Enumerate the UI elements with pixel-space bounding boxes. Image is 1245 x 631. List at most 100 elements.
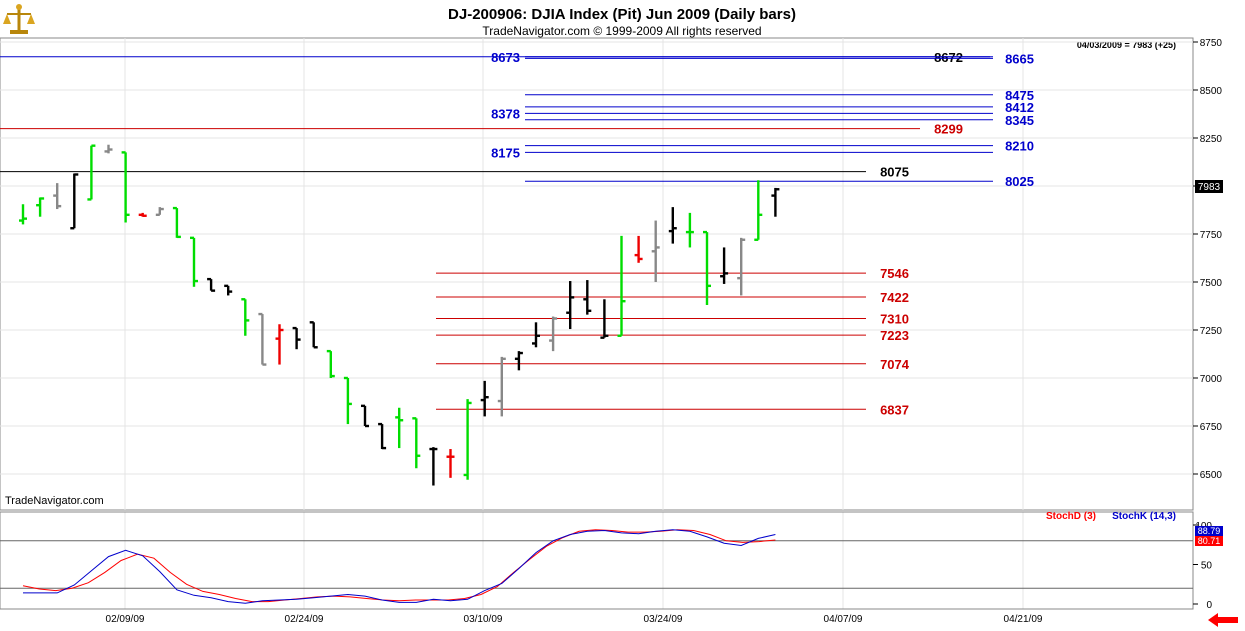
price-tick-label: 8250 bbox=[1200, 134, 1223, 145]
level-label: 7422 bbox=[880, 290, 909, 305]
ohlc-bar bbox=[138, 212, 147, 217]
level-label: 8412 bbox=[1005, 100, 1034, 115]
stochastic-panel bbox=[0, 511, 1194, 610]
level-label: 7546 bbox=[880, 266, 909, 281]
price-panel bbox=[0, 37, 1194, 511]
ohlc-bar bbox=[395, 407, 404, 449]
ohlc-bar bbox=[36, 197, 45, 217]
stoch-tick-label: 50 bbox=[1201, 561, 1213, 572]
level-label: 8025 bbox=[1005, 174, 1034, 189]
ohlc-bar bbox=[412, 417, 421, 469]
time-axis: 02/09/09 02/24/09 03/10/09 03/24/09 04/07/09… bbox=[106, 614, 1043, 625]
ohlc-bar bbox=[343, 376, 352, 425]
price-tick-label: 8500 bbox=[1200, 86, 1223, 97]
level-label: 7310 bbox=[880, 311, 909, 326]
ohlc-bar bbox=[326, 349, 335, 378]
time-tick-label: 03/10/09 bbox=[464, 614, 503, 625]
price-gridlines bbox=[0, 41, 1193, 475]
ohlc-bar bbox=[703, 230, 711, 306]
legend-stochk: StochK (14,3) bbox=[1112, 511, 1176, 522]
last-price-tag-text: 7983 bbox=[1198, 182, 1221, 193]
level-label: 8210 bbox=[1005, 139, 1034, 154]
stoch-value-tags: 88.79 80.71 bbox=[1195, 526, 1223, 546]
level-label: 8475 bbox=[1005, 88, 1034, 103]
red-arrow-left-icon[interactable] bbox=[1204, 612, 1240, 629]
ohlc-bar bbox=[275, 324, 284, 365]
level-label: 8665 bbox=[1005, 51, 1034, 66]
stoch-tick-label: 0 bbox=[1206, 600, 1212, 611]
price-tick-label: 7250 bbox=[1200, 326, 1223, 337]
price-tick-label: 8750 bbox=[1200, 38, 1223, 49]
ohlc-bar bbox=[634, 235, 643, 263]
ohlc-bar bbox=[583, 280, 592, 315]
ohlc-bar bbox=[121, 151, 130, 223]
ohlc-bar bbox=[737, 237, 746, 296]
ohlc-bar bbox=[87, 144, 96, 201]
price-tick-label: 7500 bbox=[1200, 278, 1223, 289]
level-label: 7074 bbox=[880, 357, 910, 372]
ohlc-bar bbox=[463, 399, 472, 480]
ohlc-bar bbox=[480, 380, 489, 417]
ohlc-bar bbox=[378, 422, 387, 450]
time-tick-label: 03/24/09 bbox=[644, 614, 683, 625]
ohlc-bar bbox=[668, 207, 677, 244]
ohlc-bar bbox=[207, 277, 216, 292]
level-label: 8075 bbox=[880, 165, 909, 180]
ohlc-bar bbox=[600, 299, 609, 339]
ohlc-bar bbox=[241, 298, 250, 336]
level-label: 6837 bbox=[880, 402, 909, 417]
time-tick-label: 04/21/09 bbox=[1004, 614, 1043, 625]
ohlc-bar bbox=[497, 356, 506, 417]
ohlc-bar bbox=[258, 312, 267, 366]
ohlc-bar bbox=[155, 207, 164, 217]
time-tick-label: 04/07/09 bbox=[824, 614, 863, 625]
last-price-tag: 7983 bbox=[1195, 180, 1223, 193]
stochastic-lines bbox=[0, 529, 1193, 604]
stochd-value-tag: 80.71 bbox=[1198, 536, 1221, 546]
level-label: 7223 bbox=[880, 328, 909, 343]
stoch-series-line bbox=[23, 529, 776, 604]
ohlc-bar bbox=[720, 247, 729, 284]
ohlc-bar bbox=[514, 351, 523, 371]
ohlc-bar bbox=[361, 404, 369, 428]
ohlc-bar bbox=[685, 212, 694, 248]
level-label: 8345 bbox=[1005, 113, 1034, 128]
time-gridlines bbox=[124, 38, 1024, 609]
watermark: TradeNavigator.com bbox=[5, 495, 104, 507]
stochk-value-tag: 88.79 bbox=[1198, 526, 1221, 536]
ohlc-bar bbox=[549, 316, 558, 352]
ohlc-bar bbox=[429, 447, 438, 486]
chart-title: DJ-200906: DJIA Index (Pit) Jun 2009 (Da… bbox=[448, 6, 796, 23]
price-axis: 8750850082508000775075007250700067506500 bbox=[1193, 38, 1222, 481]
ohlc-bar bbox=[446, 449, 455, 478]
price-tick-label: 7750 bbox=[1200, 230, 1223, 241]
ohlc-bar bbox=[190, 236, 198, 287]
trade-navigator-logo-icon[interactable] bbox=[3, 3, 35, 37]
ohlc-bar bbox=[53, 183, 62, 210]
ohlc-bar bbox=[172, 206, 181, 239]
ohlc-bar bbox=[70, 173, 79, 230]
price-tick-label: 6500 bbox=[1200, 470, 1223, 481]
date-readout: 04/03/2009 = 7983 (+25) bbox=[1077, 40, 1176, 50]
ohlc-bar bbox=[771, 187, 780, 217]
ohlc-bar bbox=[617, 235, 626, 337]
level-label: 8672 bbox=[934, 50, 963, 65]
chart-subtitle: TradeNavigator.com © 1999-2009 All right… bbox=[482, 24, 761, 38]
price-tick-label: 6750 bbox=[1200, 422, 1223, 433]
ohlc-bar bbox=[754, 180, 763, 241]
legend-stochd: StochD (3) bbox=[1046, 511, 1096, 522]
level-label: 8175 bbox=[491, 145, 520, 160]
ohlc-bar bbox=[292, 326, 301, 350]
level-label: 8673 bbox=[491, 50, 520, 65]
ohlc-bar bbox=[532, 322, 540, 348]
ohlc-bar bbox=[566, 281, 575, 330]
price-bars bbox=[19, 144, 780, 486]
level-label: 8378 bbox=[491, 106, 520, 121]
ohlc-bar bbox=[19, 204, 27, 225]
time-tick-label: 02/24/09 bbox=[285, 614, 324, 625]
ohlc-bar bbox=[309, 321, 318, 349]
ohlc-bar bbox=[651, 220, 660, 282]
price-tick-label: 7000 bbox=[1200, 374, 1223, 385]
